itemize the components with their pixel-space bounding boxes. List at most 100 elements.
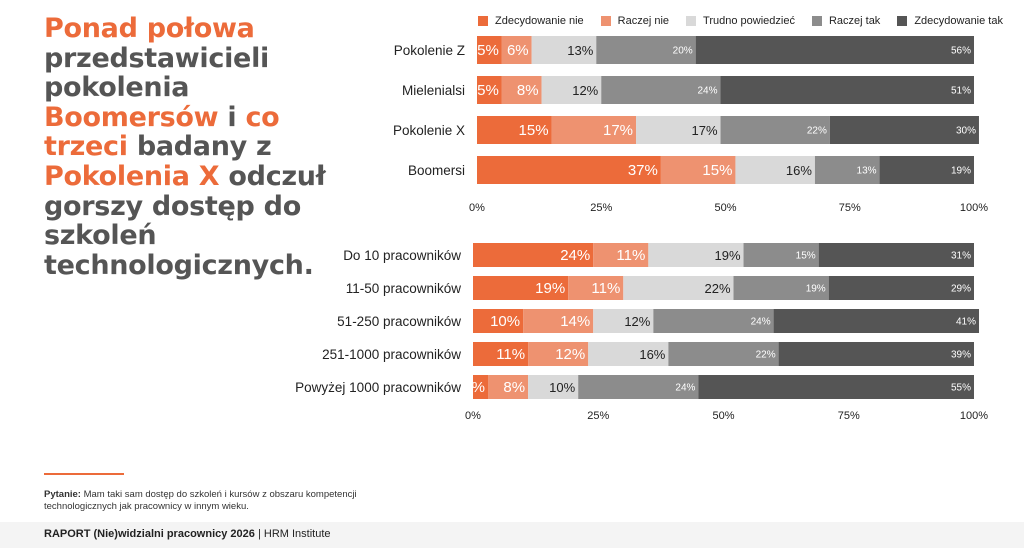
bar-segment: [720, 76, 974, 104]
data-label: 3%: [463, 379, 485, 396]
bar-segment: [653, 309, 774, 333]
legend-swatch: [686, 16, 697, 26]
note-label: Pytanie:: [44, 489, 81, 500]
headline: Ponad połowa przedstawicieli pokolenia B…: [44, 14, 344, 280]
footer-bar: RAPORT (Nie)widzialni pracownicy 2026 | …: [0, 522, 1024, 548]
legend-item-1: Raczej nie: [600, 15, 669, 27]
bar-segment: [473, 342, 529, 366]
note-text: Mam taki sam dostęp do szkoleń i kursów …: [44, 489, 357, 512]
x-tick-label: 0%: [465, 410, 481, 422]
bar-segment: [601, 76, 721, 104]
x-tick-label: 50%: [712, 410, 734, 422]
bar-segment: [477, 76, 502, 104]
bar-segment: [660, 156, 736, 184]
bar-segment: [773, 309, 980, 333]
data-label: 19%: [535, 280, 565, 297]
bar-segment: [528, 375, 579, 399]
bar-segment: [593, 309, 654, 333]
bar-segment: [488, 375, 529, 399]
data-label: 55%: [951, 383, 971, 394]
category-label: Pokolenie Z: [394, 43, 465, 58]
legend-label: Zdecydowanie tak: [914, 15, 1003, 27]
bar-segment: [623, 276, 734, 300]
data-label: 22%: [704, 281, 730, 296]
x-tick-label: 25%: [587, 410, 609, 422]
bar-segment: [531, 36, 597, 64]
bar-segment: [743, 243, 819, 267]
bar-segment: [568, 276, 624, 300]
legend-item-4: Zdecydowanie tak: [897, 15, 1003, 27]
data-label: 12%: [555, 346, 585, 363]
bar-segment: [733, 276, 829, 300]
bar-segment: [578, 375, 699, 399]
data-label: 31%: [951, 251, 971, 262]
category-label: 251-1000 pracowników: [322, 347, 461, 362]
data-label: 19%: [715, 248, 741, 263]
bar-segment: [501, 36, 532, 64]
headline-part-7: odczuł gorszy dostęp do szkoleń technolo…: [44, 160, 326, 281]
bar-segment: [477, 36, 502, 64]
data-label: 20%: [673, 46, 693, 57]
data-label: 16%: [786, 163, 812, 178]
data-label: 19%: [806, 284, 826, 295]
data-label: 37%: [628, 162, 658, 179]
bar-segment: [473, 243, 594, 267]
data-label: 22%: [756, 350, 776, 361]
headline-part-1: przedstawicieli pokolenia: [44, 42, 269, 104]
headline-part-2: Boomersów: [44, 101, 219, 133]
bar-segment: [473, 309, 524, 333]
data-label: 14%: [560, 313, 590, 330]
bar-segment: [593, 243, 649, 267]
bar-segment: [814, 156, 880, 184]
data-label: 30%: [956, 126, 976, 137]
data-label: 29%: [951, 284, 971, 295]
data-label: 11%: [496, 346, 525, 363]
bar-segment: [588, 342, 669, 366]
data-label: 5%: [477, 42, 499, 59]
bar-segment: [528, 342, 589, 366]
bar-segment: [778, 342, 974, 366]
x-tick-label: 0%: [469, 202, 485, 214]
data-label: 24%: [560, 247, 590, 264]
category-label: Pokolenie X: [393, 123, 465, 138]
legend-item-0: Zdecydowanie nie: [478, 15, 584, 27]
bar-segment: [636, 116, 721, 144]
bar-segment: [501, 76, 542, 104]
legend-swatch: [478, 16, 488, 26]
bar-segment: [648, 243, 744, 267]
data-label: 12%: [624, 314, 650, 329]
legend-item-2: Trudno powiedzieć: [686, 15, 795, 27]
headline-part-6: Pokolenia X: [44, 160, 220, 192]
headline-part-5: badany z: [127, 131, 272, 163]
data-label: 11%: [616, 247, 645, 264]
headline-part-0: Ponad połowa: [44, 13, 255, 44]
bar-segment: [477, 116, 552, 144]
legend-label: Trudno powiedzieć: [703, 15, 795, 27]
data-label: 24%: [698, 86, 718, 97]
data-label: 8%: [503, 379, 525, 396]
bar-segment: [695, 36, 974, 64]
category-label: Do 10 pracowników: [343, 248, 461, 263]
data-label: 5%: [477, 82, 499, 99]
x-tick-label: 50%: [714, 202, 736, 214]
legend-swatch: [600, 16, 611, 26]
question-note: Pytanie: Mam taki sam dostęp do szkoleń …: [44, 489, 364, 513]
report-title: RAPORT (Nie)widzialni pracownicy 2026: [44, 528, 255, 540]
data-label: 12%: [572, 83, 598, 98]
data-label: 15%: [796, 251, 816, 262]
bar-segment: [735, 156, 815, 184]
x-tick-label: 75%: [839, 202, 861, 214]
bar-segment: [879, 156, 974, 184]
legend-label: Raczej tak: [828, 15, 881, 27]
data-label: 19%: [951, 166, 971, 177]
x-tick-label: 100%: [960, 202, 988, 214]
legend-item-3: Raczej tak: [811, 15, 881, 27]
legend-swatch: [897, 16, 908, 26]
data-label: 15%: [702, 162, 732, 179]
category-label: 51-250 pracowników: [337, 314, 461, 329]
bar-segment: [668, 342, 779, 366]
data-label: 51%: [951, 86, 971, 97]
